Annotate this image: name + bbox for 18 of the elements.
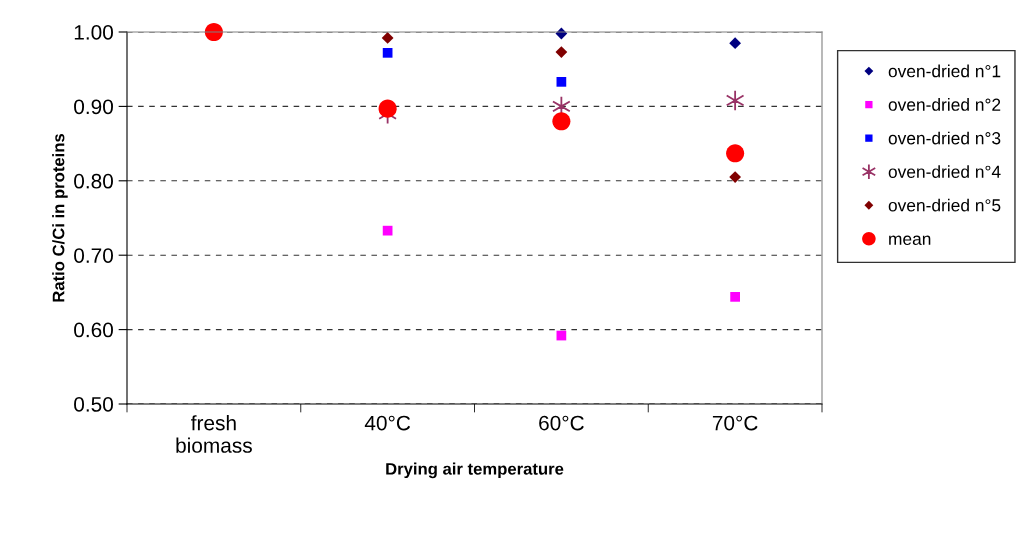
y-axis-title: Ratio C/Ci in proteins <box>52 133 68 302</box>
x-tick-label: 40°C <box>364 415 411 431</box>
legend-label: oven-dried n°4 <box>888 165 1001 178</box>
x-axis-title: Drying air temperature <box>386 462 564 479</box>
y-tick-label: 0.80 <box>74 173 113 189</box>
legend-label: oven-dried n°3 <box>888 131 1001 145</box>
x-tick-label: fresh biomass <box>176 415 252 453</box>
legend-label: oven-dried n°1 <box>888 64 1001 78</box>
x-tick-label: 70°C <box>712 415 758 431</box>
legend-label: oven-dried n°5 <box>888 198 1001 212</box>
y-tick-label: 0.50 <box>74 397 113 412</box>
y-tick-label: 0.90 <box>74 99 113 115</box>
legend-label: oven-dried n°2 <box>888 98 1001 111</box>
legend-label: mean <box>889 235 931 246</box>
y-tick-label: 1.00 <box>74 25 113 40</box>
y-tick-label: 0.70 <box>74 248 113 263</box>
y-tick-label: 0.60 <box>74 322 113 338</box>
x-tick-label: 60°C <box>539 415 584 431</box>
